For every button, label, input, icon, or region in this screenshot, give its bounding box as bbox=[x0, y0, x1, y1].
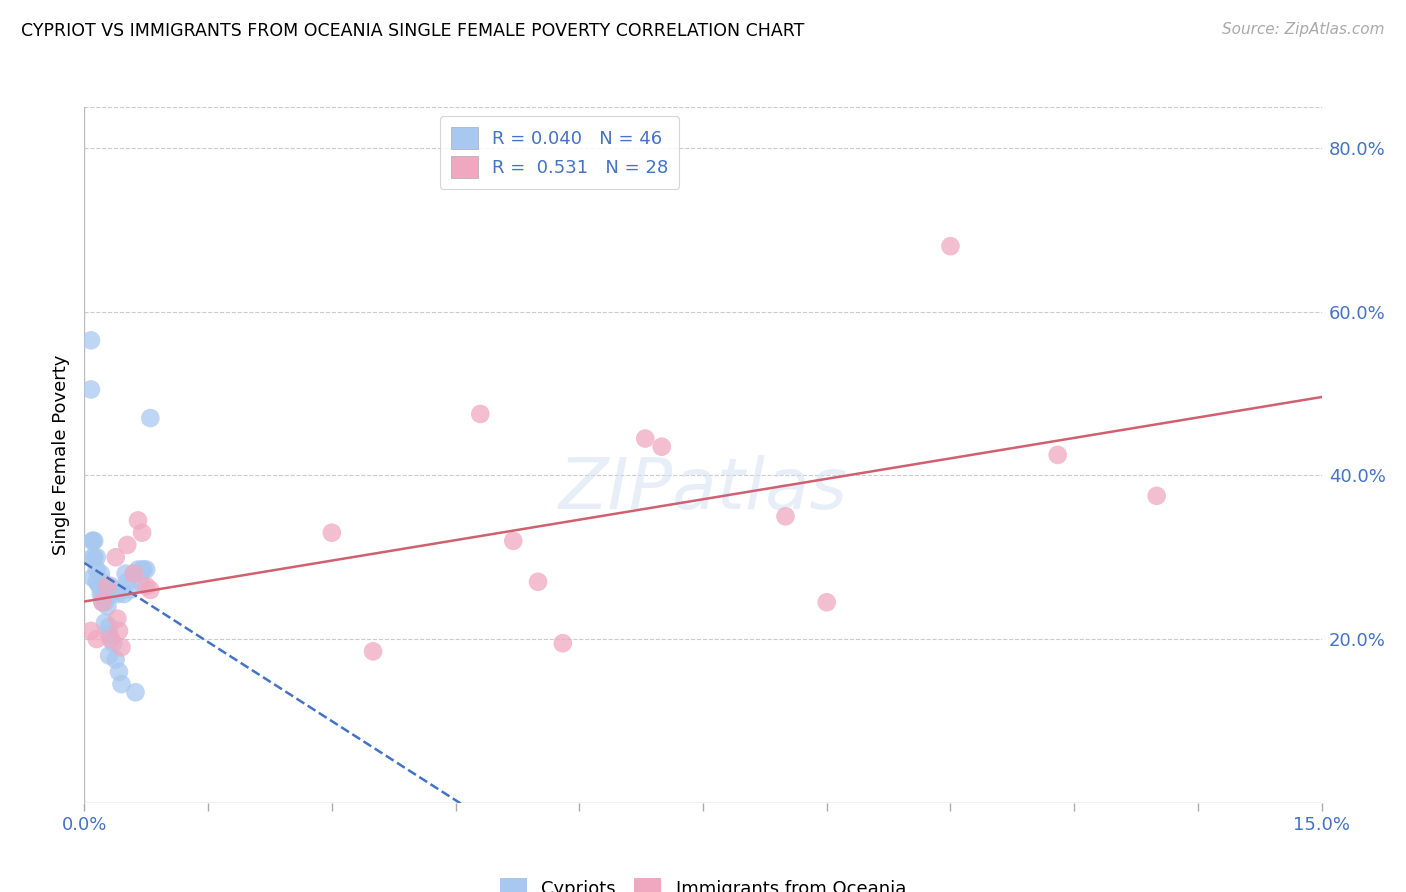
Point bbox=[104, 550, 127, 565]
Point bbox=[651, 440, 673, 454]
Point bbox=[100, 579, 122, 593]
Point bbox=[82, 533, 104, 548]
Point bbox=[91, 595, 114, 609]
Point bbox=[80, 334, 103, 348]
Point bbox=[96, 599, 118, 614]
Point bbox=[83, 533, 105, 548]
Point bbox=[321, 525, 343, 540]
Point bbox=[361, 644, 384, 658]
Point bbox=[815, 595, 838, 609]
Point bbox=[502, 533, 524, 548]
Point bbox=[139, 582, 162, 597]
Point bbox=[96, 579, 118, 593]
Point bbox=[132, 562, 155, 576]
Point bbox=[82, 550, 104, 565]
Point bbox=[108, 624, 131, 638]
Point bbox=[122, 566, 145, 581]
Point bbox=[110, 677, 132, 691]
Point bbox=[96, 587, 118, 601]
Point bbox=[1046, 448, 1069, 462]
Point bbox=[98, 620, 121, 634]
Point bbox=[939, 239, 962, 253]
Point bbox=[124, 685, 146, 699]
Point bbox=[135, 562, 157, 576]
Point bbox=[551, 636, 574, 650]
Point bbox=[91, 574, 114, 589]
Point bbox=[108, 665, 131, 679]
Point bbox=[100, 587, 122, 601]
Point bbox=[470, 407, 492, 421]
Point bbox=[91, 595, 114, 609]
Y-axis label: Single Female Poverty: Single Female Poverty bbox=[52, 355, 70, 555]
Text: ZIPatlas: ZIPatlas bbox=[558, 455, 848, 524]
Point bbox=[94, 595, 117, 609]
Point bbox=[117, 538, 139, 552]
Point bbox=[105, 587, 128, 601]
Point bbox=[83, 550, 105, 565]
Point bbox=[105, 612, 128, 626]
Point bbox=[139, 411, 162, 425]
Point bbox=[80, 383, 103, 397]
Point bbox=[118, 582, 141, 597]
Point bbox=[90, 566, 112, 581]
Point bbox=[104, 652, 127, 666]
Point bbox=[117, 574, 139, 589]
Point bbox=[135, 579, 157, 593]
Legend: Cypriots, Immigrants from Oceania: Cypriots, Immigrants from Oceania bbox=[492, 871, 914, 892]
Point bbox=[129, 574, 152, 589]
Point bbox=[634, 432, 657, 446]
Point bbox=[98, 628, 121, 642]
Point bbox=[131, 562, 153, 576]
Point bbox=[91, 587, 114, 601]
Point bbox=[90, 587, 112, 601]
Point bbox=[105, 582, 128, 597]
Point bbox=[89, 579, 111, 593]
Point bbox=[86, 562, 108, 576]
Point bbox=[122, 566, 145, 581]
Point bbox=[94, 587, 117, 601]
Point bbox=[131, 525, 153, 540]
Point bbox=[110, 640, 132, 655]
Point bbox=[127, 513, 149, 527]
Point bbox=[127, 562, 149, 576]
Point bbox=[82, 533, 104, 548]
Point bbox=[100, 632, 122, 646]
Point bbox=[775, 509, 797, 524]
Point bbox=[103, 636, 125, 650]
Point bbox=[86, 550, 108, 565]
Point bbox=[98, 648, 121, 663]
Point bbox=[86, 632, 108, 646]
Point bbox=[112, 587, 135, 601]
Point bbox=[94, 615, 117, 630]
Point bbox=[90, 579, 112, 593]
Point bbox=[80, 624, 103, 638]
Point bbox=[114, 566, 136, 581]
Point bbox=[1146, 489, 1168, 503]
Text: CYPRIOT VS IMMIGRANTS FROM OCEANIA SINGLE FEMALE POVERTY CORRELATION CHART: CYPRIOT VS IMMIGRANTS FROM OCEANIA SINGL… bbox=[21, 22, 804, 40]
Point bbox=[86, 574, 108, 589]
Point bbox=[82, 571, 104, 585]
Text: Source: ZipAtlas.com: Source: ZipAtlas.com bbox=[1222, 22, 1385, 37]
Point bbox=[527, 574, 550, 589]
